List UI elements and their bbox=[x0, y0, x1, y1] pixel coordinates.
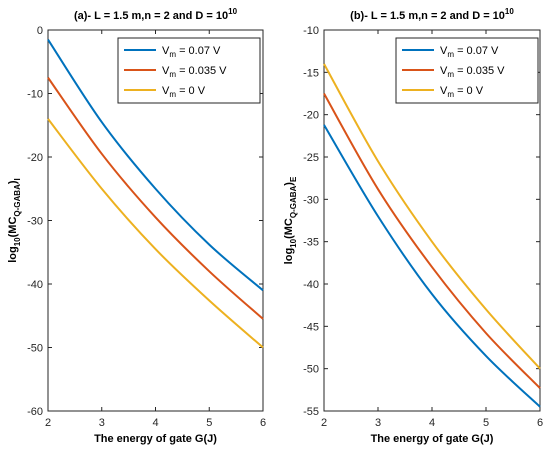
x-tick-label-a: 6 bbox=[260, 417, 266, 429]
x-tick-label-a: 2 bbox=[45, 417, 51, 429]
y-label-log-b: log bbox=[283, 248, 295, 265]
y-label-mc-b: (MC bbox=[283, 218, 295, 239]
y-tick-label-b: -15 bbox=[303, 67, 319, 79]
y-label-log-a: log bbox=[7, 246, 19, 263]
y-tick-label-b: -25 bbox=[303, 152, 319, 164]
x-axis-label-b: The energy of gate G(J) bbox=[371, 433, 494, 445]
y-tick-label-a: -20 bbox=[27, 152, 43, 164]
legend-label-sub-a: m bbox=[169, 90, 176, 99]
legend-label-a-1: Vm = 0.07 V bbox=[162, 45, 221, 59]
y-label-close-a: ) bbox=[7, 180, 19, 184]
x-tick-label-b: 4 bbox=[429, 417, 435, 429]
y-tick-label-b: -30 bbox=[303, 194, 319, 206]
y-label-log-base-b: 10 bbox=[289, 238, 298, 247]
legend-label-sub-a: m bbox=[169, 50, 176, 59]
y-tick-label-a: -30 bbox=[27, 216, 43, 228]
legend-label-base-a: V bbox=[162, 85, 170, 97]
chart-title-text-b: (b)- L = 1.5 m,n = 2 and D = 10 bbox=[350, 10, 505, 22]
legend-label-a-3: Vm = 0 V bbox=[162, 85, 206, 99]
x-tick-label-a: 4 bbox=[152, 417, 158, 429]
legend-label-a-2: Vm = 0.035 V bbox=[162, 65, 227, 79]
y-tick-label-b: -10 bbox=[303, 25, 319, 37]
y-axis-label-b: log10(MCQ-GABA)E bbox=[283, 176, 298, 264]
x-tick-label-a: 5 bbox=[206, 417, 212, 429]
y-tick-label-a: 0 bbox=[37, 25, 43, 37]
y-label-ie-sub-b: E bbox=[289, 176, 298, 182]
chart-title-a: (a)- L = 1.5 m,n = 2 and D = 1010 bbox=[74, 7, 238, 22]
y-tick-label-b: -35 bbox=[303, 237, 319, 249]
chart-title-b: (b)- L = 1.5 m,n = 2 and D = 1010 bbox=[350, 7, 514, 22]
y-tick-label-b: -50 bbox=[303, 364, 319, 376]
y-tick-label-a: -40 bbox=[27, 279, 43, 291]
y-tick-label-a: -60 bbox=[27, 406, 43, 418]
legend-label-base-a: V bbox=[162, 45, 170, 57]
chart-title-superscript-b: 10 bbox=[505, 7, 514, 16]
y-label-q-gaba-a: Q-GABA bbox=[13, 184, 22, 217]
x-tick-label-b: 6 bbox=[537, 417, 543, 429]
legend-label-sub-a: m bbox=[169, 70, 176, 79]
y-tick-label-b: -55 bbox=[303, 406, 319, 418]
series-line-b-2 bbox=[323, 93, 541, 389]
legend-label-rest-b: = 0.07 V bbox=[454, 45, 499, 57]
y-label-ie-sub-a: I bbox=[13, 178, 22, 180]
y-tick-label-a: -50 bbox=[27, 343, 43, 355]
y-tick-label-b: -45 bbox=[303, 321, 319, 333]
y-tick-label-b: -20 bbox=[303, 110, 319, 122]
legend-label-sub-b: m bbox=[447, 70, 454, 79]
legend-label-rest-a: = 0 V bbox=[176, 85, 206, 97]
y-axis-label-a: log10(MCQ-GABA)I bbox=[7, 178, 22, 263]
y-label-close-b: ) bbox=[283, 182, 295, 186]
legend-label-rest-b: = 0 V bbox=[454, 85, 484, 97]
x-tick-label-b: 5 bbox=[483, 417, 489, 429]
x-tick-label-b: 2 bbox=[321, 417, 327, 429]
chart-title-text-a: (a)- L = 1.5 m,n = 2 and D = 10 bbox=[74, 10, 228, 22]
legend-label-rest-a: = 0.035 V bbox=[176, 65, 227, 77]
legend-label-rest-a: = 0.07 V bbox=[176, 45, 221, 57]
x-tick-label-a: 3 bbox=[99, 417, 105, 429]
x-tick-label-b: 3 bbox=[375, 417, 381, 429]
y-tick-label-a: -10 bbox=[27, 89, 43, 101]
y-label-q-gaba-b: Q-GABA bbox=[289, 185, 298, 218]
x-axis-label-a: The energy of gate G(J) bbox=[94, 433, 217, 445]
series-line-b-1 bbox=[323, 124, 541, 408]
chart-a: 2 3 4 5 6 0 -10 -20 -30 -40 -50 -60 (a)- L = 1.5 m,n… bbox=[7, 7, 266, 445]
legend-label-b-1: Vm = 0.07 V bbox=[440, 45, 499, 59]
series-line-a-1 bbox=[47, 38, 264, 292]
legend-label-b-3: Vm = 0 V bbox=[440, 85, 484, 99]
legend-label-sub-b: m bbox=[447, 50, 454, 59]
series-line-a-2 bbox=[47, 77, 264, 320]
legend-label-base-b: V bbox=[440, 45, 448, 57]
y-label-log-base-a: 10 bbox=[13, 237, 22, 246]
legend-label-sub-b: m bbox=[447, 90, 454, 99]
chart-title-superscript-a: 10 bbox=[228, 7, 237, 16]
legend-label-base-b: V bbox=[440, 85, 448, 97]
legend-label-rest-b: = 0.035 V bbox=[454, 65, 505, 77]
series-line-a-3 bbox=[47, 118, 264, 349]
y-label-mc-a: (MC bbox=[7, 217, 19, 238]
chart-b: 2 3 4 5 6 -10 -15 -20 -25 -30 -35 -40 -45 -50 -55 (b)- … bbox=[283, 7, 543, 445]
y-tick-label-b: -40 bbox=[303, 279, 319, 291]
legend-label-base-a: V bbox=[162, 65, 170, 77]
series-line-b-3 bbox=[323, 63, 541, 370]
legend-label-b-2: Vm = 0.035 V bbox=[440, 65, 505, 79]
legend-label-base-b: V bbox=[440, 65, 448, 77]
